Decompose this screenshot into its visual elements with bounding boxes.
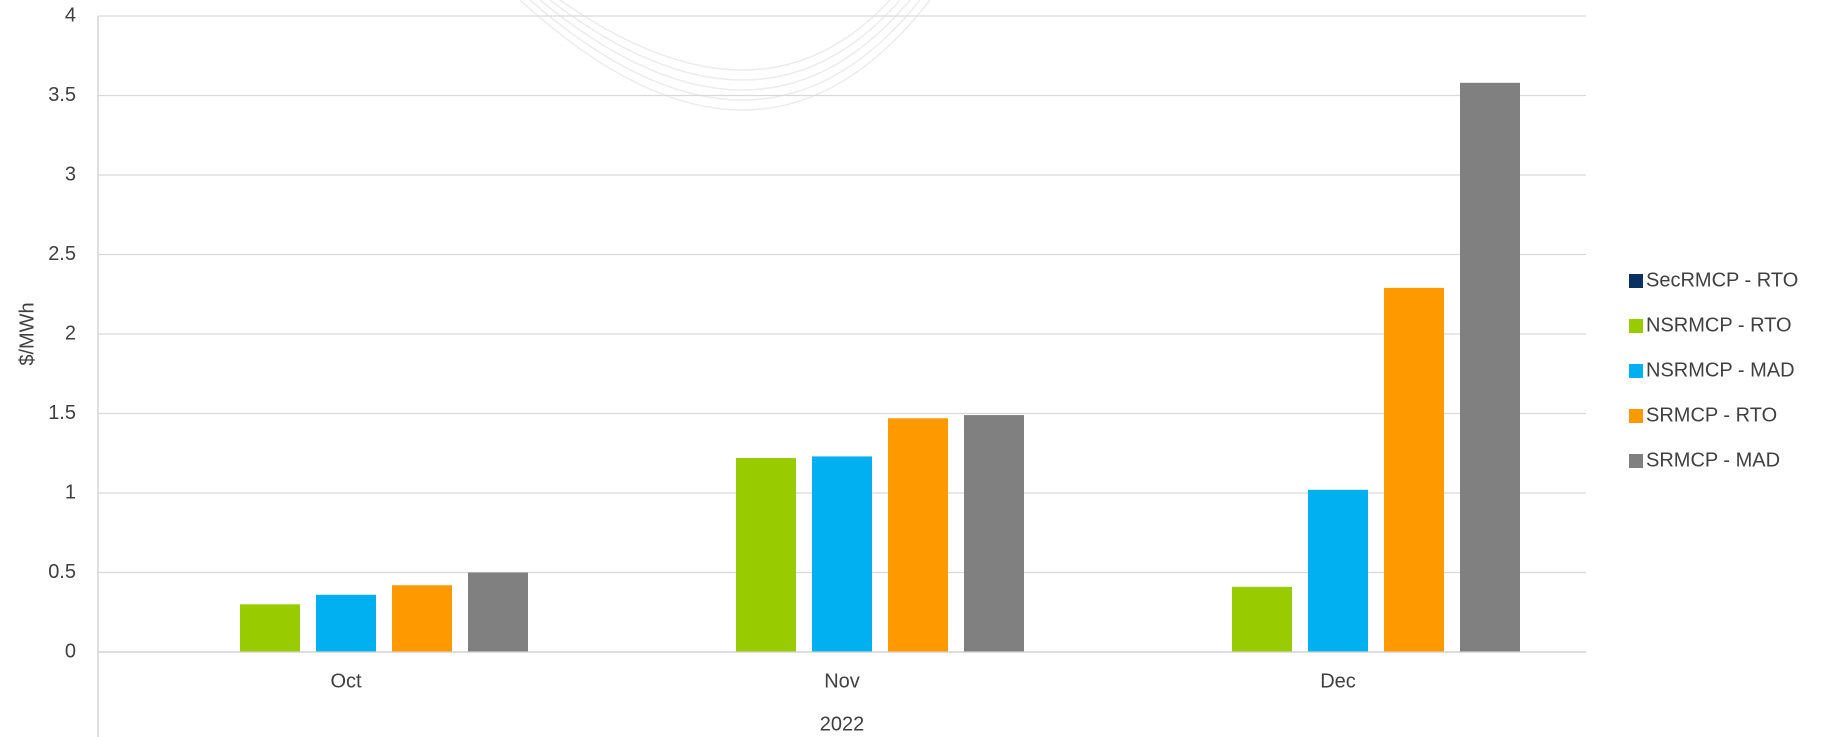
y-tick-label: 3 bbox=[65, 163, 76, 185]
legend-swatch bbox=[1629, 409, 1643, 423]
y-tick-label: 1 bbox=[65, 481, 76, 503]
bar bbox=[736, 458, 796, 652]
legend-label: NSRMCP - RTO bbox=[1646, 314, 1792, 336]
bar bbox=[468, 572, 528, 652]
bar bbox=[392, 585, 452, 652]
x-tick-label: Nov bbox=[824, 670, 860, 692]
x-group-label: 2022 bbox=[820, 713, 865, 735]
bar bbox=[1384, 287, 1444, 652]
y-tick-label: 0.5 bbox=[48, 561, 76, 583]
legend-label: NSRMCP - MAD bbox=[1646, 359, 1795, 381]
bar bbox=[1232, 586, 1292, 652]
legend-label: SRMCP - MAD bbox=[1646, 449, 1780, 471]
legend-label: SRMCP - RTO bbox=[1646, 404, 1777, 426]
y-tick-label: 3.5 bbox=[48, 84, 76, 106]
x-tick-label: Oct bbox=[330, 670, 362, 692]
watermark bbox=[519, 0, 931, 111]
x-tick-label: Dec bbox=[1320, 670, 1356, 692]
legend-swatch bbox=[1629, 364, 1643, 378]
bar bbox=[240, 604, 300, 652]
y-tick-label: 2 bbox=[65, 322, 76, 344]
bar bbox=[964, 415, 1024, 652]
bar bbox=[888, 418, 948, 652]
y-tick-label: 4 bbox=[65, 4, 76, 26]
bar bbox=[1308, 489, 1368, 652]
y-tick-label: 2.5 bbox=[48, 243, 76, 265]
y-tick-label: 0 bbox=[65, 640, 76, 662]
y-axis-label: $/MWh bbox=[16, 302, 38, 365]
y-tick-label: 1.5 bbox=[48, 402, 76, 424]
legend-label: SecRMCP - RTO bbox=[1646, 269, 1798, 291]
legend-swatch bbox=[1629, 319, 1643, 333]
legend-swatch bbox=[1629, 274, 1643, 288]
bar bbox=[1460, 82, 1520, 652]
legend-swatch bbox=[1629, 454, 1643, 468]
bar bbox=[316, 594, 376, 652]
bar bbox=[812, 456, 872, 652]
